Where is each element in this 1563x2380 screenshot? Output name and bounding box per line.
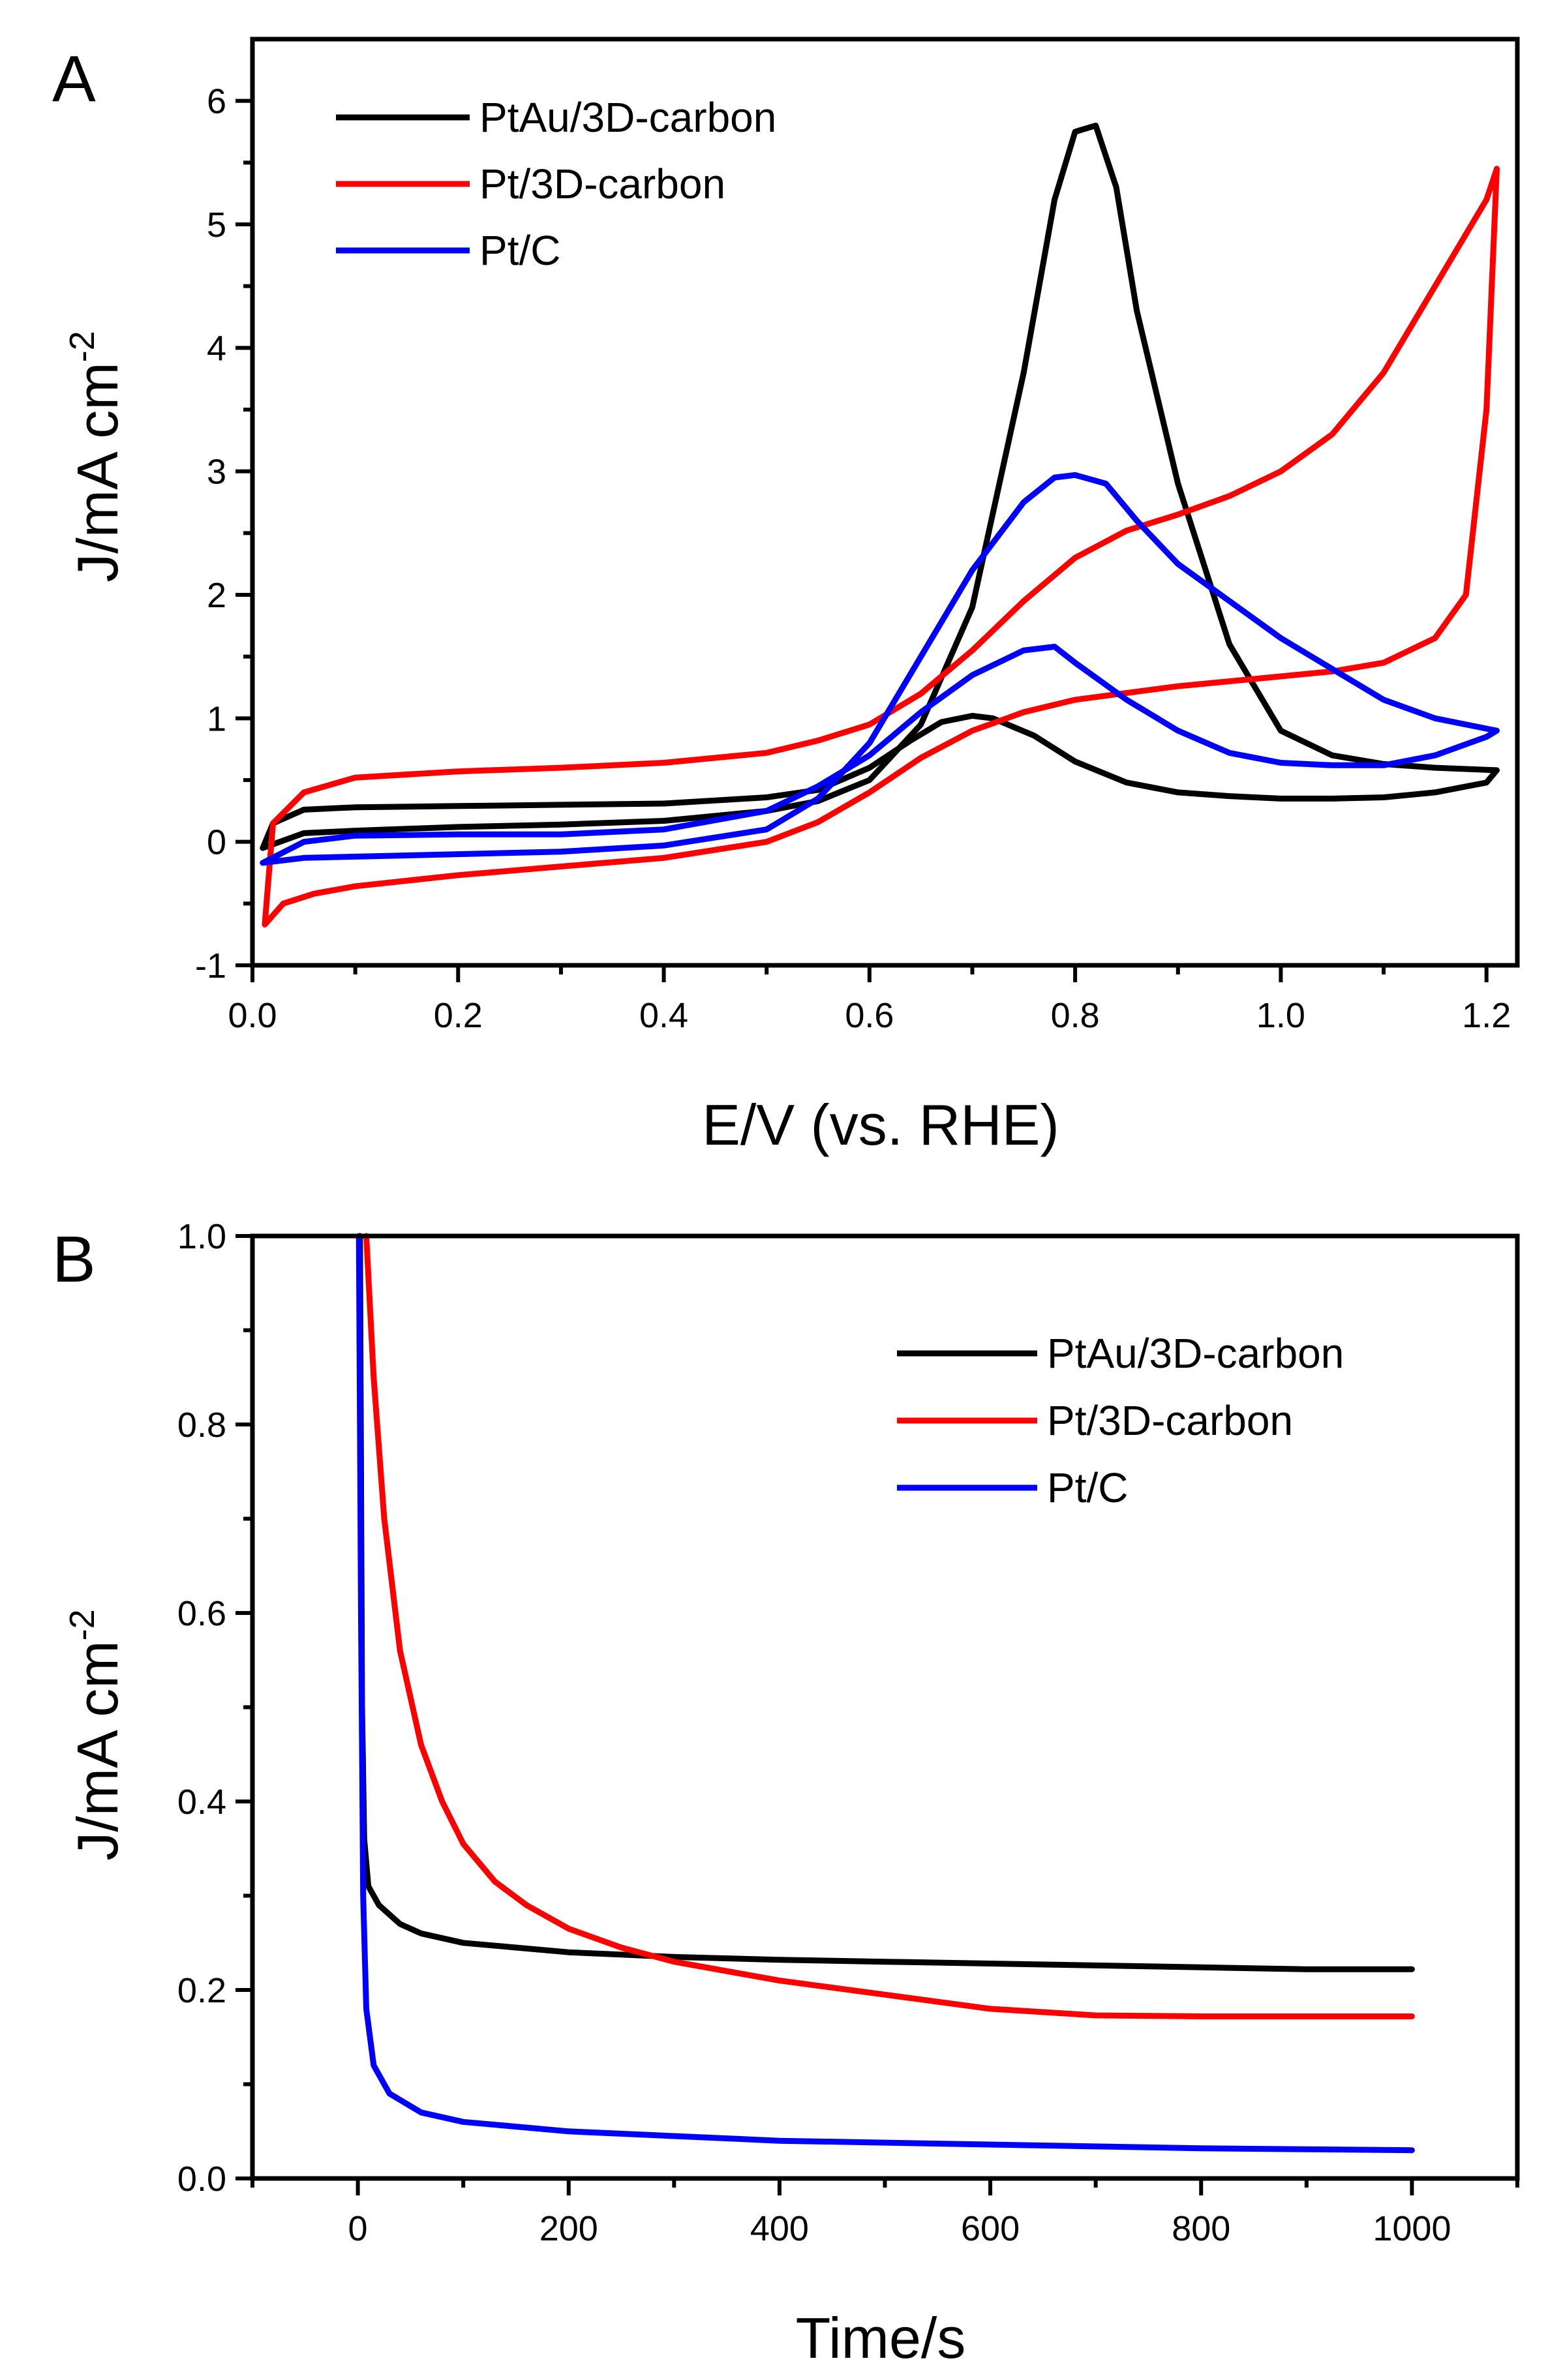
panel-a-series-line-1 bbox=[262, 166, 1500, 927]
panel-b-x-tick-label: 0 bbox=[348, 2209, 368, 2248]
panel-a-y-tick-label: 6 bbox=[207, 82, 226, 121]
panel-b-x-tick-label: 200 bbox=[539, 2209, 598, 2248]
panel-a-y-tick-label: 0 bbox=[207, 823, 226, 862]
panel-a-y-tick-label: -1 bbox=[195, 946, 226, 986]
panel-b-y-axis-title-group: J/mA cm-2 bbox=[63, 1609, 130, 1860]
panel-b-series-line-1 bbox=[363, 1233, 1415, 2019]
panel-a-x-tick-label: 0.4 bbox=[639, 996, 688, 1035]
svg-text:J/mA cm-2: J/mA cm-2 bbox=[63, 331, 130, 582]
panel-a-legend-label-0: PtAu/3D-carbon bbox=[479, 94, 776, 141]
panel-a-y-axis-title: J/mA cm bbox=[65, 362, 130, 582]
panel-a-x-tick-label: 1.2 bbox=[1462, 996, 1511, 1035]
panel-b-y-axis-title-superscript: -2 bbox=[63, 1609, 102, 1640]
panel-a-y-tick-label: 5 bbox=[207, 205, 226, 245]
panel-a-y-tick-label: 2 bbox=[207, 576, 226, 615]
panel-a-label: A bbox=[52, 42, 96, 115]
panel-a-x-tick-label: 0.8 bbox=[1051, 996, 1100, 1035]
panel-a-legend-label-2: Pt/C bbox=[479, 227, 560, 274]
panel-b-legend-label-0: PtAu/3D-carbon bbox=[1047, 1330, 1344, 1377]
panel-a-y-axis-title-superscript: -2 bbox=[63, 331, 102, 362]
panel-b: B 0 200 400 600 800 1000 0.0 0.2 0.4 0.6 0.8 1.0 PtA… bbox=[52, 1217, 1520, 2370]
panel-b-y-tick-label: 0.2 bbox=[177, 1971, 226, 2010]
panel-b-y-tick-label: 0.0 bbox=[177, 2160, 226, 2199]
panel-b-legend-label-2: Pt/C bbox=[1047, 1464, 1128, 1511]
panel-a-y-axis-title-group: J/mA cm-2 bbox=[63, 331, 130, 582]
panel-a-x-tick-label: 0.2 bbox=[434, 996, 483, 1035]
panel-a-y-tick-label: 1 bbox=[207, 699, 226, 738]
panel-a: A 0.0 0.2 0.4 0.6 0.8 1.0 1.2 -1 0 1 2 3 4 5 6 PtAu/3D-… bbox=[52, 37, 1520, 1157]
panel-b-x-axis-title: Time/s bbox=[796, 2306, 966, 2370]
panel-a-x-tick-label: 0.0 bbox=[228, 996, 277, 1035]
panel-a-plot-area: 0.0 0.2 0.4 0.6 0.8 1.0 1.2 -1 0 1 2 3 4 5 6 PtAu/3D-ca… bbox=[195, 37, 1520, 1035]
panel-a-x-axis-title: E/V (vs. RHE) bbox=[702, 1092, 1059, 1157]
panel-b-y-tick-label: 0.4 bbox=[177, 1783, 226, 1822]
panel-a-y-tick-label: 3 bbox=[207, 453, 226, 492]
panel-b-series-line-0 bbox=[357, 1233, 1415, 1972]
panel-b-plot-area: 0 200 400 600 800 1000 0.0 0.2 0.4 0.6 0.8 1.0 PtAu/… bbox=[177, 1217, 1520, 2248]
panel-a-series-line-2 bbox=[260, 472, 1500, 866]
panel-b-series-line-2 bbox=[356, 1233, 1415, 2154]
panel-b-x-tick-label: 800 bbox=[1172, 2209, 1230, 2248]
panel-b-y-tick-label: 0.8 bbox=[177, 1406, 226, 1445]
panel-b-y-tick-label: 0.6 bbox=[177, 1594, 226, 1633]
panel-b-x-tick-label: 1000 bbox=[1373, 2209, 1451, 2248]
panel-a-x-tick-label: 1.0 bbox=[1256, 996, 1305, 1035]
panel-b-x-tick-label: 600 bbox=[961, 2209, 1020, 2248]
svg-text:J/mA cm-2: J/mA cm-2 bbox=[63, 1609, 130, 1860]
panel-a-x-tick-label: 0.6 bbox=[845, 996, 894, 1035]
panel-a-plot-frame bbox=[250, 37, 1520, 968]
panel-b-y-tick-label: 1.0 bbox=[177, 1217, 226, 1256]
panel-b-y-axis-title: J/mA cm bbox=[65, 1640, 130, 1860]
panel-b-label: B bbox=[52, 1223, 96, 1296]
panel-a-legend-label-1: Pt/3D-carbon bbox=[479, 160, 725, 207]
panel-b-legend-label-1: Pt/3D-carbon bbox=[1047, 1397, 1293, 1444]
panel-a-y-tick-label: 4 bbox=[207, 329, 226, 368]
panel-b-x-tick-label: 400 bbox=[750, 2209, 809, 2248]
